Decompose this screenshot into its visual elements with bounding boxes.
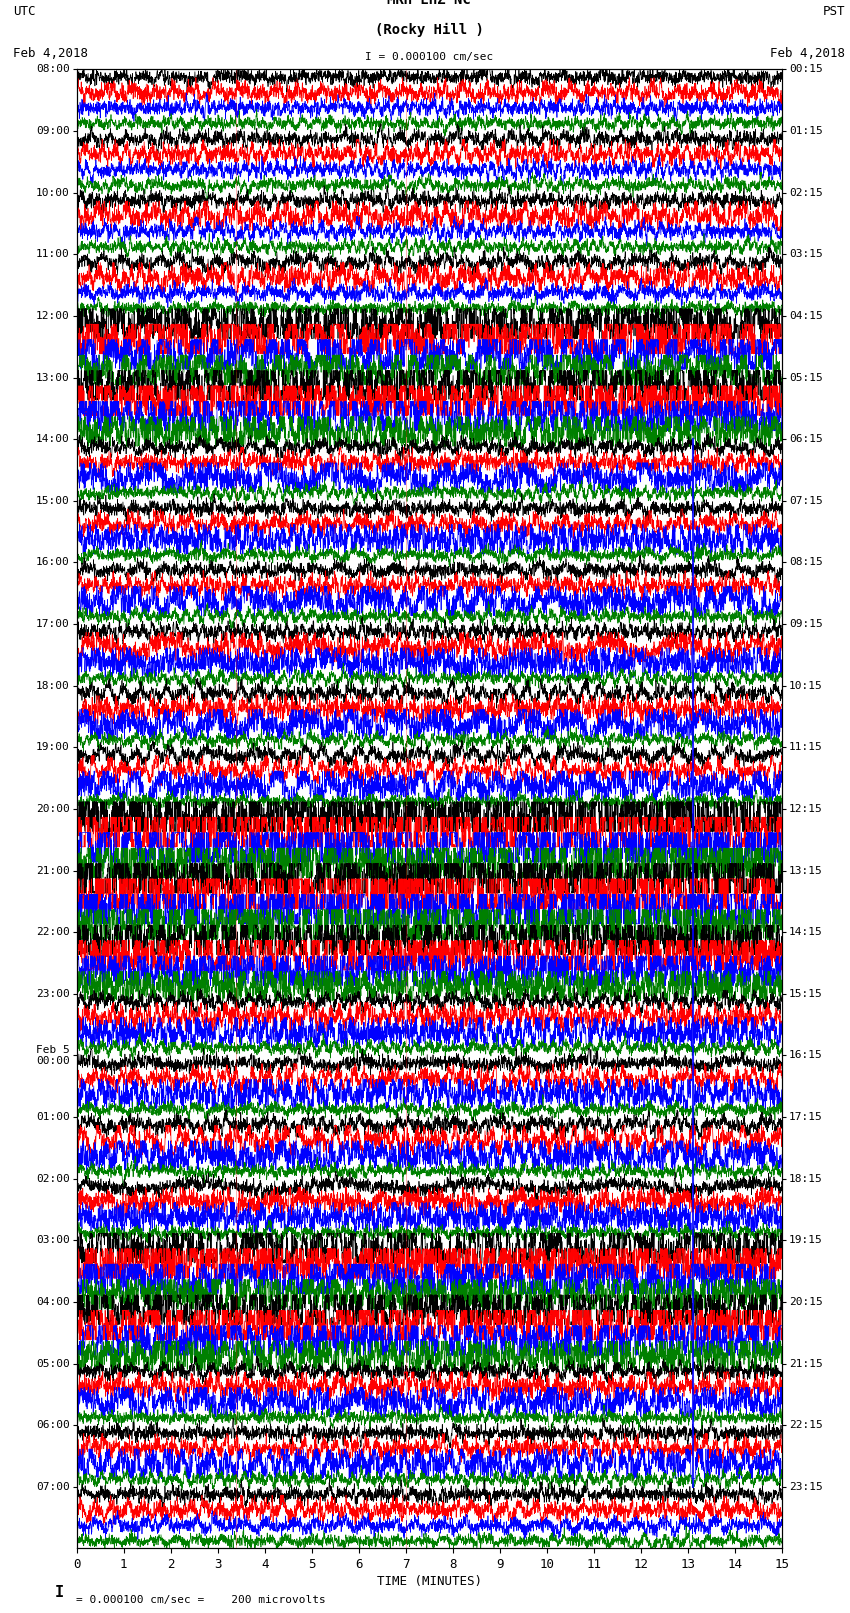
Text: I = 0.000100 cm/sec: I = 0.000100 cm/sec bbox=[366, 52, 493, 61]
Text: Feb 4,2018: Feb 4,2018 bbox=[13, 47, 88, 60]
Text: I: I bbox=[55, 1586, 65, 1600]
Text: MRH EHZ NC: MRH EHZ NC bbox=[388, 0, 471, 6]
Text: PST: PST bbox=[823, 5, 846, 18]
Text: UTC: UTC bbox=[13, 5, 36, 18]
Text: Feb 4,2018: Feb 4,2018 bbox=[770, 47, 846, 60]
Text: (Rocky Hill ): (Rocky Hill ) bbox=[375, 23, 484, 37]
Text: = 0.000100 cm/sec =    200 microvolts: = 0.000100 cm/sec = 200 microvolts bbox=[76, 1595, 326, 1605]
X-axis label: TIME (MINUTES): TIME (MINUTES) bbox=[377, 1576, 482, 1589]
